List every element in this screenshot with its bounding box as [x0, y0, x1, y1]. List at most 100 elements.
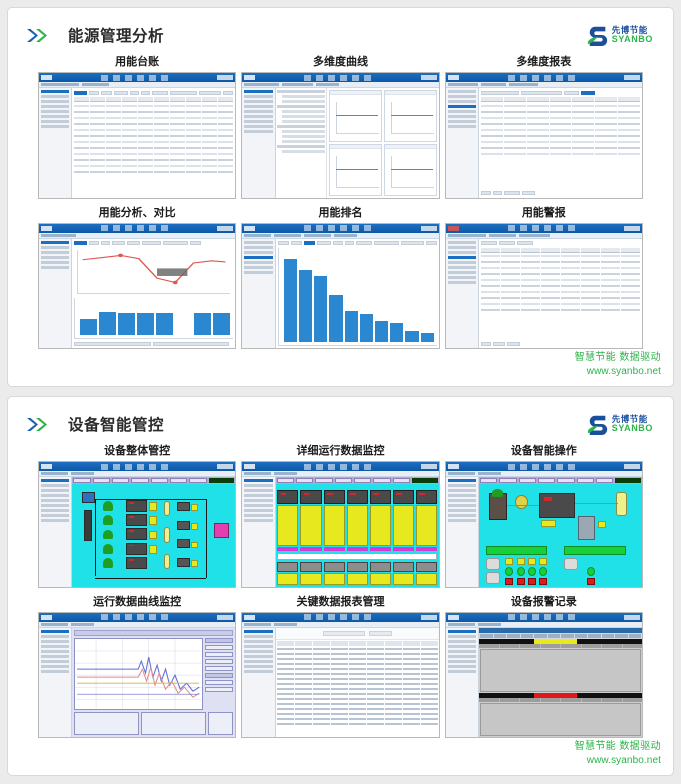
app-titlebar	[445, 223, 642, 233]
app-sidebar[interactable]	[39, 477, 73, 587]
screenshot-ledger[interactable]	[38, 72, 237, 199]
app-user-area	[623, 464, 640, 469]
app-sidebar[interactable]	[242, 238, 276, 348]
indicator-lamp	[505, 566, 514, 576]
app-content	[72, 88, 236, 198]
app-sidebar[interactable]	[242, 88, 276, 198]
indicator-lamp	[516, 566, 525, 576]
value-block	[597, 520, 607, 529]
ranking-bar-chart	[277, 247, 437, 346]
unit-status-bar	[346, 546, 368, 552]
filter-toolbar[interactable]	[277, 241, 437, 246]
screenshot-trend[interactable]	[38, 611, 237, 738]
table-row	[481, 308, 640, 313]
screenshot-scada-detail[interactable]	[241, 461, 440, 588]
thumbnail-cell-keyreport[interactable]: 关键数据报表管理	[241, 594, 440, 738]
page-title: 设备智能管控	[68, 417, 165, 434]
pump-column	[369, 562, 391, 586]
app-toolbar-icons	[461, 74, 622, 81]
gauge-icon	[514, 494, 528, 509]
table-row	[481, 103, 640, 108]
thumbnail-cell-scada-operate[interactable]: 设备智能操作	[444, 443, 643, 588]
pagination-bar[interactable]	[481, 191, 640, 196]
app-toolbar-icons	[257, 463, 418, 470]
scada-menubar[interactable]	[479, 477, 642, 484]
screenshot-keyreport[interactable]	[241, 611, 440, 738]
value-block	[527, 558, 537, 565]
screenshot-scada-operate[interactable]	[444, 461, 643, 588]
thumbnail-caption: 用能台账	[115, 56, 160, 68]
app-titlebar	[39, 73, 236, 82]
app-sidebar[interactable]	[39, 88, 73, 198]
screenshot-analysis[interactable]	[38, 222, 237, 349]
filter-toolbar[interactable]	[74, 241, 233, 246]
app-sidebar[interactable]	[39, 238, 73, 348]
bus-line	[95, 498, 97, 576]
value-block	[191, 504, 198, 511]
app-content	[479, 238, 642, 348]
thumbnail-cell-energy-alarm[interactable]: 用能警报	[444, 205, 643, 349]
app-toolbar-icons	[54, 614, 215, 620]
thumbnail-cell-alarmlog[interactable]: 设备报警记录	[444, 594, 643, 738]
query-bar[interactable]	[275, 627, 439, 640]
app-sidebar[interactable]	[445, 627, 480, 737]
table-header-row	[276, 640, 438, 646]
filter-toolbar[interactable]	[74, 90, 234, 95]
device-tree[interactable]	[275, 88, 327, 198]
screenshot-curves[interactable]	[241, 72, 440, 199]
brand-name-cn: 先博节能	[611, 24, 648, 35]
line-series	[82, 253, 226, 284]
thumbnail-cell-report[interactable]: 多维度报表	[444, 54, 643, 199]
app-body	[242, 627, 439, 737]
status-banner	[563, 545, 626, 555]
pump-column	[323, 562, 345, 586]
app-sidebar[interactable]	[445, 238, 480, 348]
table-row	[481, 254, 640, 259]
scada-menubar[interactable]	[72, 477, 236, 484]
app-sidebar[interactable]	[39, 627, 73, 737]
app-toolbar-icons	[461, 614, 622, 620]
app-body	[39, 627, 236, 737]
brand-name-en: SYANBO	[611, 34, 653, 45]
table-row	[276, 652, 438, 656]
app-content	[326, 88, 439, 198]
screenshot-alarmlog[interactable]	[444, 611, 643, 738]
alarm-table	[481, 247, 640, 340]
unit-label-row	[277, 552, 438, 561]
curve-chart-grid	[328, 90, 437, 196]
screenshot-energy-alarm[interactable]	[444, 222, 643, 349]
screenshot-scada-overview[interactable]	[38, 461, 237, 588]
thumbnail-cell-ledger[interactable]: 用能台账	[38, 54, 237, 199]
cabinet-icon	[83, 509, 92, 541]
thumbnail-cell-scada-detail[interactable]: 详细运行数据监控	[241, 443, 440, 588]
pump-column	[392, 562, 414, 586]
thumbnail-caption: 用能分析、对比	[98, 206, 176, 219]
trend-button-panel[interactable]	[204, 637, 234, 710]
screenshot-report[interactable]	[444, 72, 643, 199]
alarm-tab-row[interactable]	[479, 632, 642, 639]
pagination-bar[interactable]	[481, 341, 640, 346]
app-sidebar[interactable]	[445, 477, 480, 587]
pump-icon	[176, 539, 190, 549]
app-sidebar[interactable]	[445, 88, 480, 198]
unit-column	[277, 490, 299, 552]
screenshot-ranking[interactable]	[241, 222, 440, 349]
filter-toolbar[interactable]	[481, 90, 640, 95]
app-user-area	[623, 614, 640, 620]
thumbnail-cell-analysis[interactable]: 用能分析、对比	[38, 205, 237, 349]
unit-head-icon	[323, 490, 345, 504]
thumbnail-row: 用能台账	[38, 54, 643, 199]
thumbnail-cell-trend[interactable]: 运行数据曲线监控	[38, 594, 237, 738]
app-sidebar[interactable]	[242, 477, 276, 587]
thumbnail-cell-scada-overview[interactable]: 设备整体管控	[38, 443, 237, 588]
table-row	[74, 145, 234, 150]
trend-toolbar[interactable]	[74, 629, 234, 636]
thumbnail-cell-ranking[interactable]: 用能排名	[241, 205, 440, 349]
thumbnail-cell-curves[interactable]: 多维度曲线	[241, 54, 440, 199]
chiller-icon	[126, 499, 148, 513]
section-panel-equipment: 设备智能管控 先博节能 SYANBO 设备整体管控	[7, 396, 674, 776]
filter-toolbar[interactable]	[481, 241, 640, 246]
scada-menubar[interactable]	[275, 477, 439, 484]
app-sidebar[interactable]	[242, 627, 276, 737]
control-dial-icon	[485, 558, 501, 571]
